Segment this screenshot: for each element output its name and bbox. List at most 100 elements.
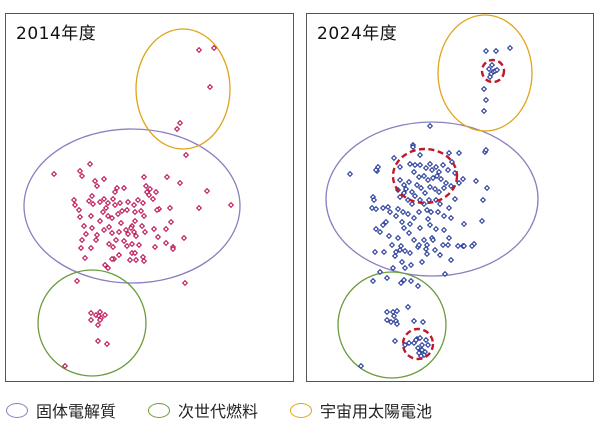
data-point <box>151 243 159 251</box>
panel-title-2014: 2014年度 <box>16 24 97 44</box>
legend-item-space-solar-cell: 宇宙用太陽電池 <box>290 398 432 422</box>
data-point <box>432 163 440 171</box>
data-point <box>422 336 430 344</box>
data-point <box>429 174 437 182</box>
data-point <box>396 176 404 184</box>
data-point <box>506 44 514 52</box>
data-point <box>126 256 134 264</box>
data-point <box>447 214 455 222</box>
legend: 固体電解質 次世代燃料 宇宙用太陽電池 <box>6 395 464 425</box>
data-point <box>376 268 384 276</box>
scatter-1 <box>325 14 539 379</box>
data-point <box>410 236 418 244</box>
data-point <box>82 230 90 238</box>
data-point <box>140 212 148 220</box>
data-point <box>131 208 139 216</box>
data-point <box>416 161 424 169</box>
data-point <box>142 182 150 190</box>
data-point <box>85 197 93 205</box>
data-point <box>123 242 131 250</box>
data-point <box>370 196 378 204</box>
data-point <box>482 47 490 55</box>
data-point <box>418 258 426 266</box>
data-point <box>111 201 119 209</box>
data-point <box>412 336 420 344</box>
data-point <box>139 199 147 207</box>
data-point <box>130 201 138 209</box>
data-point <box>124 230 132 238</box>
data-point <box>369 277 377 285</box>
data-point <box>398 258 406 266</box>
data-point <box>447 256 455 264</box>
data-point <box>104 212 112 220</box>
data-point <box>455 179 463 187</box>
data-point <box>390 154 398 162</box>
data-point <box>420 172 428 180</box>
data-point <box>405 229 413 237</box>
data-point <box>408 200 416 208</box>
data-point <box>78 236 86 244</box>
data-point <box>406 220 414 228</box>
data-point <box>111 188 119 196</box>
data-point <box>439 241 447 249</box>
data-point <box>415 208 423 216</box>
data-point <box>444 166 452 174</box>
data-point <box>406 160 414 168</box>
data-point <box>163 173 171 181</box>
data-point <box>167 218 175 226</box>
group-ellipse <box>325 121 539 277</box>
data-point <box>416 334 424 342</box>
data-point <box>447 182 455 190</box>
data-point <box>455 149 463 157</box>
data-point <box>173 125 181 133</box>
data-point <box>374 163 382 171</box>
data-point <box>384 203 392 211</box>
data-point <box>130 228 138 236</box>
data-point <box>390 312 398 320</box>
data-point <box>440 226 448 234</box>
data-point <box>176 179 184 187</box>
data-point <box>89 200 97 208</box>
data-point <box>203 187 211 195</box>
data-point <box>153 206 161 214</box>
data-point <box>472 177 480 185</box>
data-point <box>73 277 81 285</box>
data-point <box>400 181 408 189</box>
data-point <box>445 204 453 212</box>
data-point <box>410 168 418 176</box>
data-point <box>445 234 453 242</box>
data-point <box>460 220 468 228</box>
data-point <box>50 170 58 178</box>
data-point <box>409 143 417 151</box>
data-point <box>444 241 452 249</box>
data-point <box>419 318 427 326</box>
data-point <box>400 276 408 284</box>
data-point <box>117 219 125 227</box>
data-point <box>407 261 415 269</box>
data-point <box>100 195 108 203</box>
data-point <box>391 337 399 345</box>
data-point <box>182 151 190 159</box>
data-point <box>493 66 501 74</box>
data-point <box>141 228 149 236</box>
group-ellipse <box>337 271 447 379</box>
data-point <box>431 246 439 254</box>
data-point <box>87 316 95 324</box>
data-point <box>415 173 423 181</box>
data-point <box>417 184 425 192</box>
data-point <box>406 249 414 257</box>
data-point <box>429 236 437 244</box>
data-point <box>138 222 146 230</box>
data-point <box>94 321 102 329</box>
data-point <box>134 196 142 204</box>
data-point <box>401 247 409 255</box>
data-point <box>128 240 136 248</box>
data-point <box>440 212 448 220</box>
data-point <box>105 240 113 248</box>
data-point <box>405 178 413 186</box>
data-point <box>394 205 402 213</box>
data-point <box>104 199 112 207</box>
data-point <box>439 161 447 169</box>
data-point <box>420 236 428 244</box>
data-point <box>426 122 434 130</box>
